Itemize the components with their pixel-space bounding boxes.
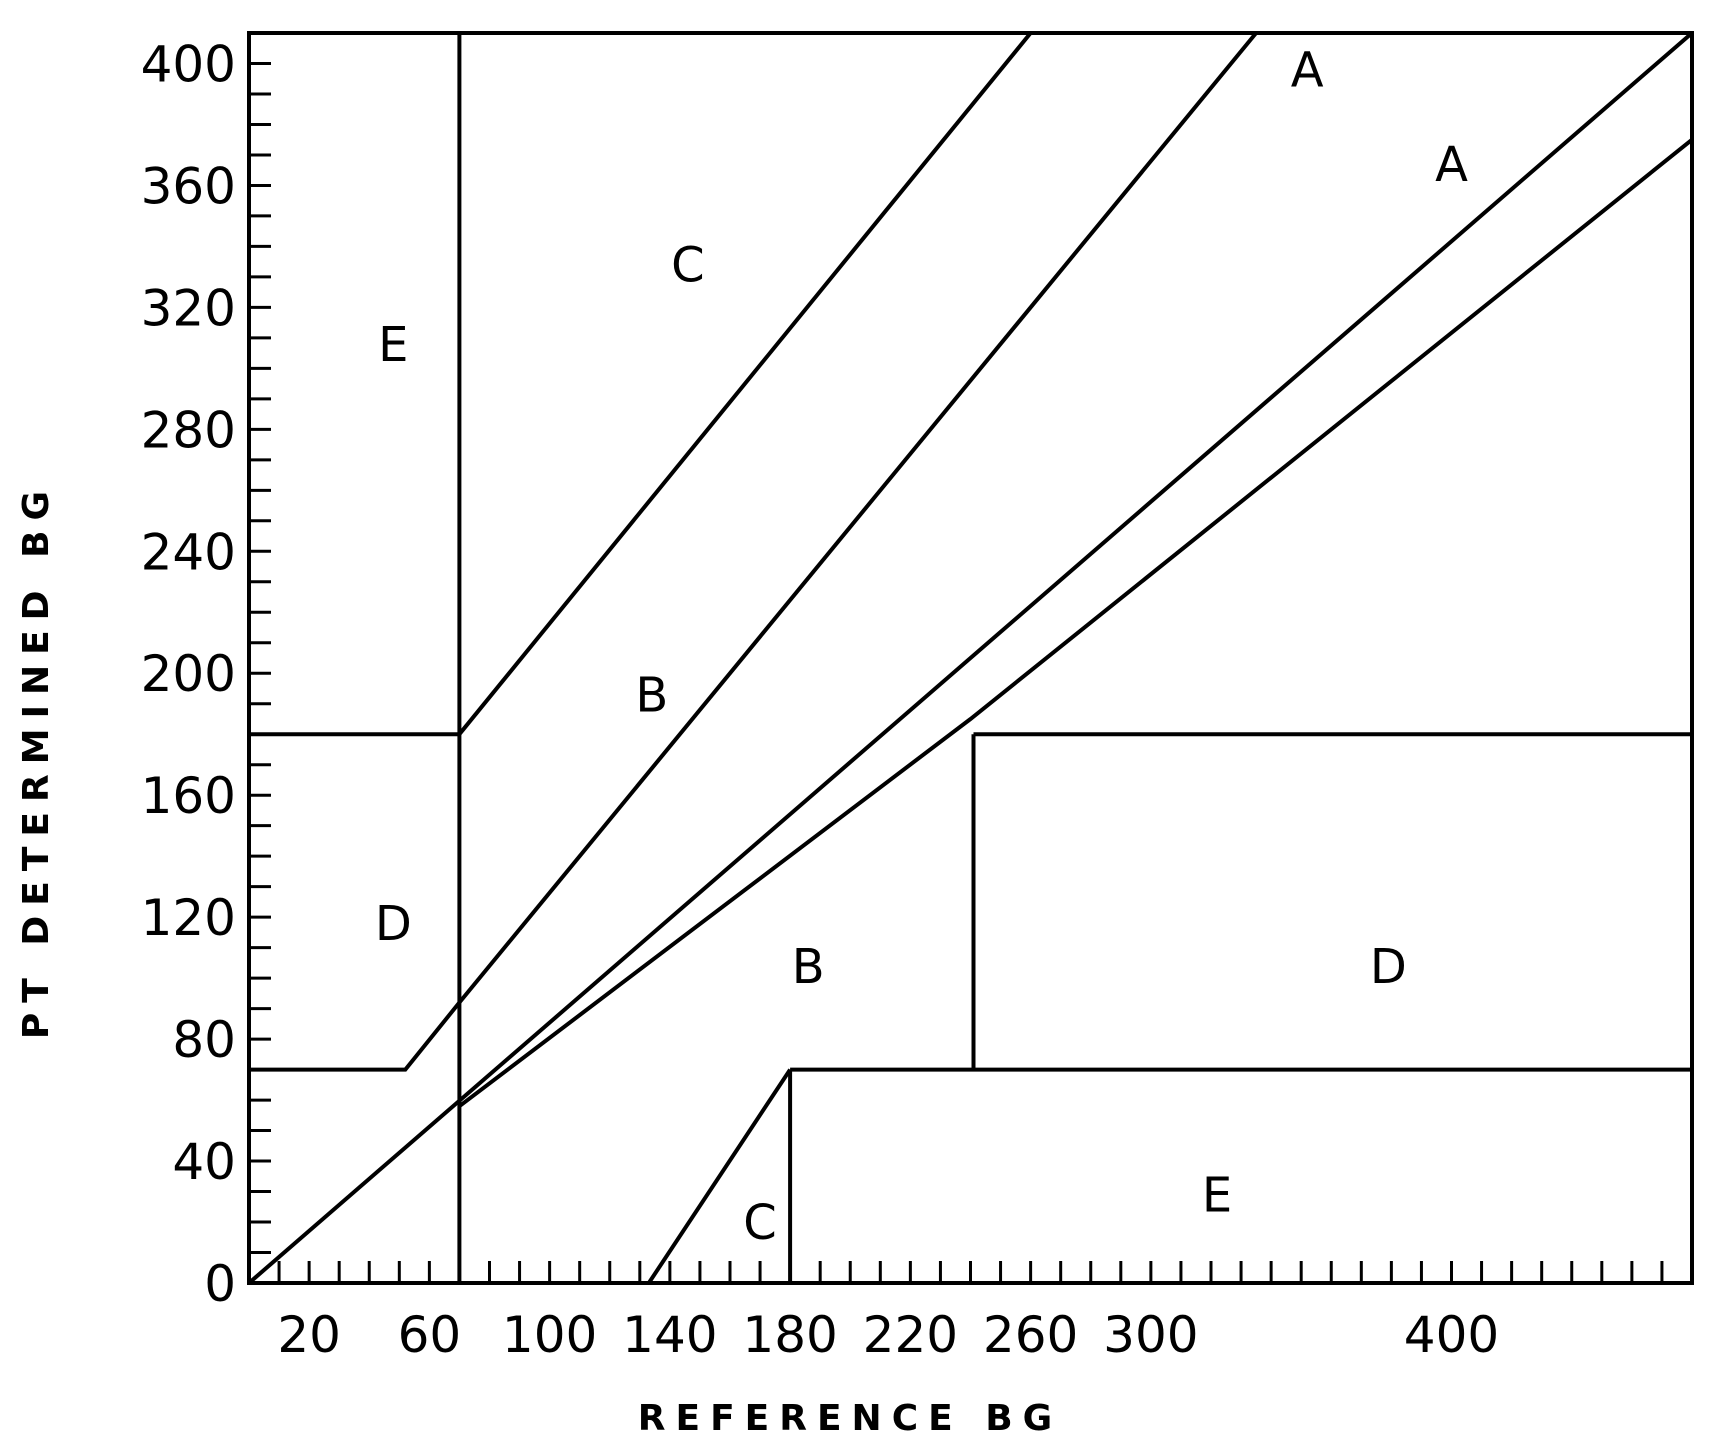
y-tick-label: 120: [141, 889, 236, 947]
x-tick-label: 300: [1103, 1306, 1198, 1364]
y-tick-label: 360: [141, 157, 236, 215]
upper-a-boundary: [457, 31, 1258, 1004]
x-tick-label: 140: [622, 1306, 717, 1364]
zone-label-c: C: [671, 238, 705, 294]
upper-b-boundary: [457, 31, 1033, 736]
y-tick-label: 80: [172, 1011, 236, 1069]
zone-label-d: D: [375, 896, 412, 952]
zone-boundaries: [247, 31, 1694, 1285]
zone-label-a: A: [1435, 137, 1468, 193]
y-tick-label: 240: [141, 523, 236, 581]
x-tick-label: 260: [983, 1306, 1078, 1364]
x-axis-title: REFERENCE BG: [638, 1398, 1062, 1439]
axis-ticks: [249, 61, 1664, 1283]
y-tick-label: 280: [141, 401, 236, 459]
zone-label-b: B: [635, 668, 668, 724]
y-axis-title: PT DETERMINED BG: [16, 481, 57, 1039]
x-tick-label: 100: [502, 1306, 597, 1364]
zone-label-e: E: [378, 317, 408, 373]
zone-label-a: A: [1291, 43, 1324, 99]
y-tick-label: 320: [141, 279, 236, 337]
lower-c-boundary: [647, 1068, 792, 1285]
x-tick-label: 20: [277, 1306, 341, 1364]
x-tick-label: 60: [398, 1306, 462, 1364]
zone-label-d: D: [1370, 939, 1407, 995]
zone-labels: A A B B C C D D E E: [375, 43, 1468, 1251]
x-tick-label: 180: [742, 1306, 837, 1364]
x-tick-label: 220: [863, 1306, 958, 1364]
lower-a-boundary: [458, 138, 1694, 1108]
y-tick-label: 400: [141, 35, 236, 93]
x-tick-label: 400: [1404, 1306, 1499, 1364]
y-tick-label: 0: [204, 1255, 236, 1313]
y-tick-label: 200: [141, 645, 236, 703]
identity-line: [247, 31, 1694, 1285]
zone-label-e: E: [1202, 1168, 1232, 1224]
zone-label-b: B: [792, 939, 825, 995]
zone-label-c: C: [743, 1195, 777, 1251]
plot-frame: [247, 31, 1694, 1285]
tick-labels: 20 60 100 140 180 220 260 300 400 0 40 80 120 160 200 2…: [141, 35, 1500, 1364]
y-tick-label: 160: [141, 767, 236, 825]
y-tick-label: 40: [172, 1133, 236, 1191]
left-d-floor: [249, 1001, 461, 1072]
